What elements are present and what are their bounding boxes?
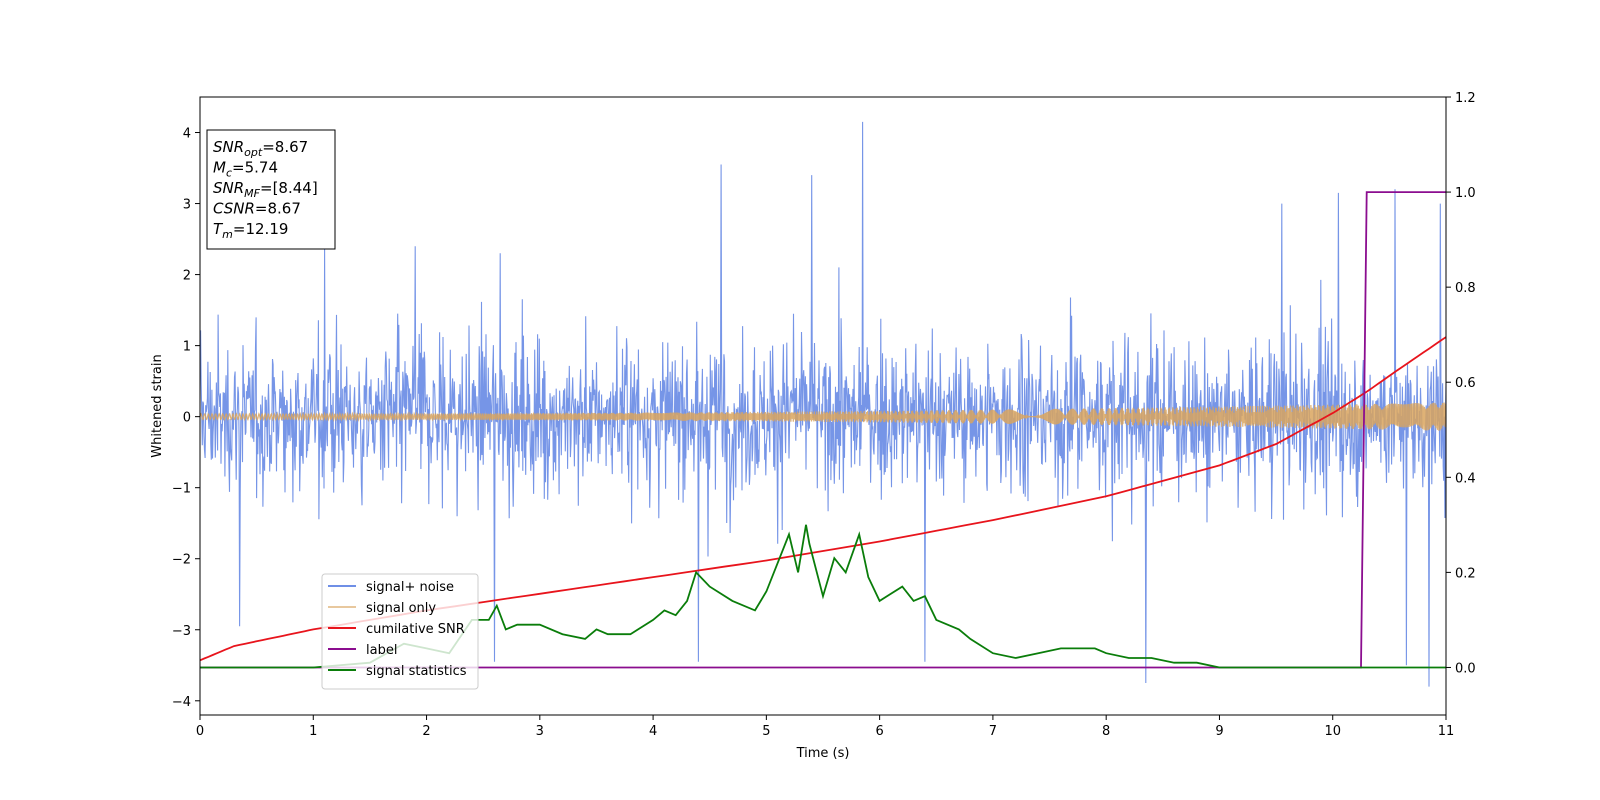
- legend-label: signal statistics: [366, 664, 467, 679]
- legend-label: label: [366, 643, 397, 658]
- y2-tick-label: 1.2: [1455, 91, 1476, 106]
- axes-layer: 0 1 2 3 4 5 6 7 8 9 10 11 −4 −3 −2 −1 0 1 2 3 4 0.0 0.2 0.4 0.6 0…: [172, 91, 1476, 739]
- info-subscript: MF: [244, 187, 260, 200]
- series-signal-only: [200, 402, 1446, 431]
- x-tick-label: 6: [875, 724, 883, 739]
- y2-tick-label: 1.0: [1455, 186, 1476, 201]
- x-tick-label: 0: [196, 724, 204, 739]
- info-symbol: SNR: [213, 138, 244, 156]
- info-line: Mc=5.74: [213, 159, 278, 180]
- info-subscript: c: [226, 167, 232, 180]
- y-tick-label: −3: [172, 624, 191, 639]
- legend-label: signal only: [366, 601, 436, 616]
- x-tick-label: 2: [422, 724, 430, 739]
- plot-frame: [199, 96, 1447, 716]
- y-tick-label: −4: [172, 695, 191, 710]
- y2-tick-label: 0.6: [1455, 376, 1476, 391]
- info-box-frame: [206, 129, 336, 250]
- info-symbol: T: [213, 220, 224, 238]
- info-subscript: m: [222, 228, 233, 241]
- x-tick-label: 9: [1215, 724, 1223, 739]
- legend-label: signal+ noise: [366, 580, 454, 595]
- y-tick-label: 4: [183, 127, 191, 142]
- y2-tick-label: 0.2: [1455, 566, 1476, 581]
- y-tick-label: 1: [183, 340, 191, 355]
- series-layer: [200, 121, 1446, 687]
- y-tick-label: 0: [183, 411, 191, 426]
- x-tick-label: 7: [989, 724, 997, 739]
- y2-tick-label: 0.8: [1455, 281, 1476, 296]
- y-tick-label: −2: [172, 553, 191, 568]
- info-value: =12.19: [233, 220, 289, 238]
- series-label: [200, 191, 1446, 669]
- series-cumilative-snr: [200, 336, 1446, 662]
- x-tick-label: 4: [649, 724, 657, 739]
- y-tick-label: 2: [183, 269, 191, 284]
- y2-tick-label: 0.0: [1455, 661, 1476, 676]
- info-symbol: M: [213, 159, 226, 177]
- info-value: =8.67: [262, 138, 308, 156]
- y2-tick-label: 0.4: [1455, 471, 1476, 486]
- y-axis-title: Whitened strain: [150, 354, 165, 457]
- info-line: SNRMF=[8.44]: [213, 179, 318, 200]
- series-signal-statistics: [200, 524, 1446, 669]
- series-signal-noise: [200, 121, 1446, 687]
- x-tick-label: 11: [1438, 724, 1455, 739]
- x-tick-label: 1: [309, 724, 317, 739]
- y-tick-label: 3: [183, 198, 191, 213]
- info-subscript: opt: [244, 146, 263, 159]
- x-tick-label: 3: [536, 724, 544, 739]
- info-symbol: SNR: [213, 179, 244, 197]
- x-tick-label: 10: [1324, 724, 1341, 739]
- info-line: CSNR=8.67: [213, 200, 301, 218]
- info-value: =5.74: [232, 159, 278, 177]
- legend-label: cumilative SNR: [366, 622, 465, 637]
- info-line: SNRopt=8.67: [213, 138, 308, 159]
- info-value: =8.67: [255, 200, 301, 218]
- legend: signal+ noise signal only cumilative SNR la…: [321, 573, 479, 690]
- info-symbol: CSNR: [213, 200, 255, 218]
- info-value: =[8.44]: [260, 179, 318, 197]
- legend-box: [321, 573, 479, 690]
- y-tick-label: −1: [172, 482, 191, 497]
- info-line: Tm=12.19: [213, 220, 288, 241]
- x-tick-label: 8: [1102, 724, 1110, 739]
- x-axis-title: Time (s): [796, 746, 850, 761]
- info-box: SNRopt=8.67Mc=5.74SNRMF=[8.44]CSNR=8.67T…: [206, 129, 336, 250]
- x-tick-label: 5: [762, 724, 770, 739]
